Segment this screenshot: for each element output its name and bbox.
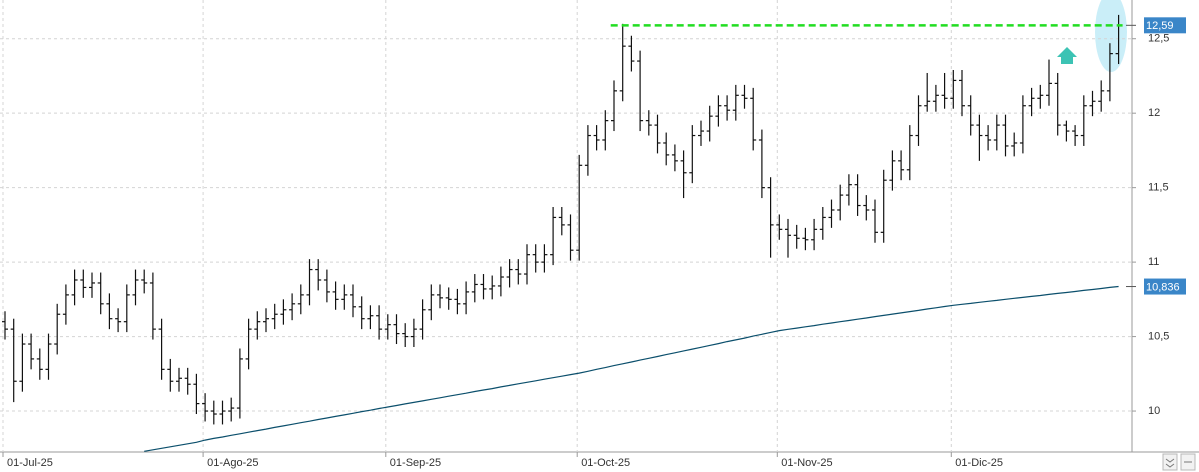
label-layer: 10 10,5 11 11,5 12 12,5 01-Jul-25 01-Ago-25 01-S… [7,17,1186,469]
x-tick-label: 01-Ago-25 [207,457,258,469]
y-tick-label: 11 [1148,256,1159,268]
y-tick-label: 11,5 [1148,182,1169,194]
price-tag-label: 12,59 [1146,20,1174,32]
x-tick-label: 01-Nov-25 [781,457,832,469]
y-tick-label: 12,5 [1148,33,1169,45]
data-layer [2,14,1123,452]
y-tick-label: 12 [1148,107,1160,119]
window-icons [1162,453,1196,471]
x-tick-label: 01-Sep-25 [390,457,441,469]
price-tag [1144,17,1186,34]
y-tick-label: 10 [1148,405,1160,417]
grid-layer [0,0,1136,457]
moving-average-line [144,285,1119,452]
y-tick-label: 10,5 [1148,330,1169,342]
x-tick-label: 01-Dic-25 [955,457,1003,469]
up-arrow [1057,47,1077,64]
icon-glyph [1165,458,1175,468]
x-tick-label: 01-Jul-25 [7,457,53,469]
price-tag [1144,278,1186,295]
price-tag-label: 10,836 [1146,281,1180,293]
x-tick-label: 01-Oct-25 [581,457,630,469]
